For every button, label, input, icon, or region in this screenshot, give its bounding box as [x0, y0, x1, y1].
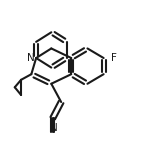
Text: N: N	[50, 123, 58, 133]
Text: N: N	[27, 53, 35, 63]
Text: F: F	[111, 53, 117, 63]
